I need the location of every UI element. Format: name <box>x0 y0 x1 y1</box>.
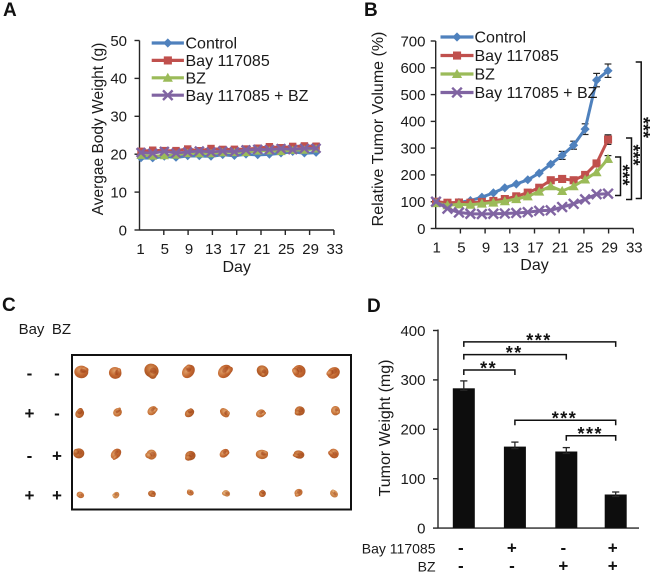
svg-text:25: 25 <box>577 240 594 257</box>
svg-text:Bay 117085 + BZ: Bay 117085 + BZ <box>186 88 309 105</box>
svg-text:-: - <box>27 364 33 383</box>
svg-text:29: 29 <box>302 241 319 258</box>
svg-text:600: 600 <box>400 60 425 77</box>
svg-text:-: - <box>560 539 566 558</box>
svg-text:17: 17 <box>229 241 246 258</box>
svg-text:20: 20 <box>110 147 127 164</box>
svg-text:400: 400 <box>400 323 425 340</box>
svg-text:Bay 117085: Bay 117085 <box>362 541 436 557</box>
svg-text:200: 200 <box>400 422 425 439</box>
svg-text:+: + <box>25 486 35 505</box>
svg-text:500: 500 <box>400 87 425 104</box>
svg-text:0: 0 <box>417 520 425 537</box>
svg-text:300: 300 <box>400 372 425 389</box>
svg-text:***: *** <box>526 330 552 350</box>
svg-text:30: 30 <box>110 109 127 126</box>
svg-text:B: B <box>364 0 378 21</box>
svg-text:100: 100 <box>400 194 425 211</box>
svg-text:25: 25 <box>278 241 295 258</box>
svg-text:Bay: Bay <box>19 321 45 338</box>
svg-text:50: 50 <box>110 33 127 50</box>
svg-text:***: *** <box>623 144 643 165</box>
svg-text:Relative Tumor Volume (%): Relative Tumor Volume (%) <box>370 32 387 227</box>
svg-text:-: - <box>458 539 464 558</box>
svg-text:***: *** <box>552 409 578 429</box>
svg-text:13: 13 <box>205 241 222 258</box>
svg-text:10: 10 <box>110 184 127 201</box>
svg-text:17: 17 <box>527 240 544 257</box>
svg-text:-: - <box>54 364 60 383</box>
svg-text:BZ: BZ <box>186 70 207 87</box>
svg-text:9: 9 <box>482 240 490 257</box>
svg-text:+: + <box>25 404 35 423</box>
svg-text:-: - <box>54 404 60 423</box>
svg-text:-: - <box>509 557 515 576</box>
svg-text:Bay 117085 + BZ: Bay 117085 + BZ <box>475 85 598 102</box>
svg-text:+: + <box>52 447 62 466</box>
svg-text:21: 21 <box>254 241 271 258</box>
svg-text:29: 29 <box>601 240 618 257</box>
svg-text:13: 13 <box>502 240 519 257</box>
svg-text:BZ: BZ <box>52 321 71 338</box>
svg-text:1: 1 <box>136 241 144 258</box>
svg-text:40: 40 <box>110 71 127 88</box>
svg-text:Control: Control <box>186 36 238 53</box>
svg-text:+: + <box>608 539 618 558</box>
svg-text:**: ** <box>480 359 497 379</box>
svg-text:-: - <box>458 557 464 576</box>
svg-text:Control: Control <box>475 30 527 47</box>
svg-text:100: 100 <box>400 471 425 488</box>
svg-text:***: *** <box>633 117 650 138</box>
svg-text:-: - <box>27 447 33 466</box>
svg-text:A: A <box>3 0 17 21</box>
svg-text:+: + <box>608 557 618 576</box>
svg-text:5: 5 <box>457 240 465 257</box>
svg-text:***: *** <box>613 164 633 185</box>
svg-text:400: 400 <box>400 114 425 131</box>
svg-text:1: 1 <box>433 240 441 257</box>
svg-text:300: 300 <box>400 140 425 157</box>
svg-text:Avergae Body Weight (g): Avergae Body Weight (g) <box>90 43 107 216</box>
svg-text:700: 700 <box>400 33 425 50</box>
svg-text:+: + <box>558 557 568 576</box>
svg-text:Day: Day <box>520 257 548 274</box>
svg-text:+: + <box>52 486 62 505</box>
svg-text:9: 9 <box>185 241 193 258</box>
svg-text:C: C <box>2 295 16 316</box>
svg-text:+: + <box>507 539 517 558</box>
svg-text:5: 5 <box>161 241 169 258</box>
svg-text:***: *** <box>577 424 603 444</box>
svg-text:BZ: BZ <box>418 559 436 575</box>
svg-text:33: 33 <box>626 240 643 257</box>
svg-text:33: 33 <box>327 241 344 258</box>
svg-text:200: 200 <box>400 167 425 184</box>
svg-text:Tumor Weight (mg): Tumor Weight (mg) <box>377 360 394 497</box>
svg-text:Bay 117085: Bay 117085 <box>186 53 270 70</box>
svg-text:D: D <box>367 296 381 317</box>
svg-text:Bay 117085: Bay 117085 <box>475 48 559 65</box>
svg-text:0: 0 <box>417 221 425 238</box>
svg-text:**: ** <box>506 343 523 363</box>
svg-text:0: 0 <box>119 222 127 239</box>
svg-text:Day: Day <box>222 259 250 276</box>
svg-text:BZ: BZ <box>475 67 496 84</box>
svg-text:21: 21 <box>552 240 569 257</box>
